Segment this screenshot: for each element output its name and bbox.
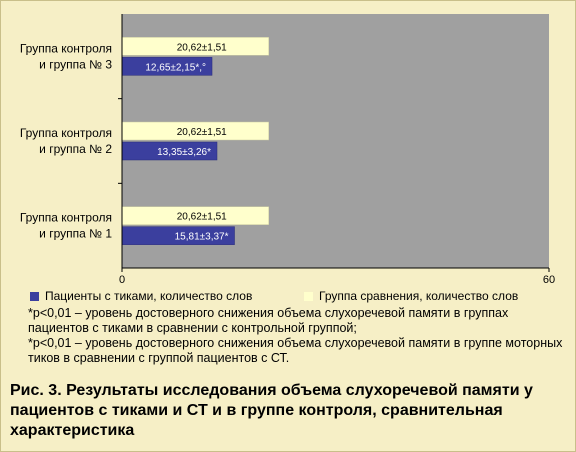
legend-item-comparison: Группа сравнения, количество слов	[304, 289, 518, 303]
bar-value-label-patients-2: 13,35±3,26*	[157, 147, 211, 158]
legend-swatch-comparison	[304, 291, 313, 301]
plot-area	[122, 14, 549, 268]
x-tick-label-0: 0	[119, 274, 125, 286]
bar-value-label-comparison-1: 20,62±1,51	[177, 42, 227, 53]
x-tick-label-60: 60	[543, 274, 555, 286]
legend-swatch-patients	[30, 291, 39, 301]
note-line-2: *p<0,01 – уровень достоверного снижения …	[28, 336, 563, 365]
note-line-1: *p<0,01 – уровень достоверного снижения …	[28, 306, 509, 335]
category-label-2-line-1: Группа контроля	[20, 126, 112, 140]
bar-value-label-patients-1: 12,65±2,15*,°	[145, 62, 206, 73]
bar-value-label-patients-3: 15,81±3,37*	[175, 232, 229, 243]
category-label-3-line-1: Группа контроля	[20, 211, 112, 225]
legend-item-patients: Пациенты с тиками, количество слов	[30, 289, 252, 303]
figure-caption: Рис. 3. Результаты исследования объема с…	[10, 382, 533, 439]
category-label-3-line-2: и группа № 1	[39, 227, 112, 241]
category-label-1-line-1: Группа контроля	[20, 41, 112, 55]
bar-value-label-comparison-2: 20,62±1,51	[177, 127, 227, 138]
legend-label-patients: Пациенты с тиками, количество слов	[45, 289, 253, 303]
legend-label-comparison: Группа сравнения, количество слов	[319, 289, 519, 303]
chart-notes: *p<0,01 – уровень достоверного снижения …	[28, 306, 568, 366]
category-label-1-line-2: и группа № 3	[39, 57, 112, 71]
category-label-2-line-2: и группа № 2	[39, 142, 112, 156]
bar-value-label-comparison-3: 20,62±1,51	[177, 212, 227, 223]
bar-chart: 20,62±1,51 12,65±2,15*,° 20,62±1,51 13,35±3…	[20, 14, 555, 286]
